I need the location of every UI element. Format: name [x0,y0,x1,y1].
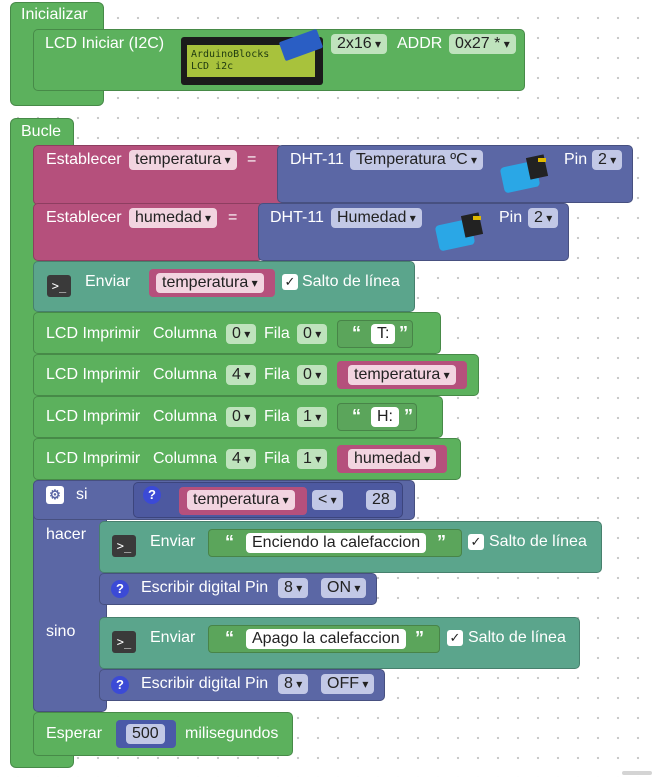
dht-hum-label: DHT-11 [270,209,324,226]
dht-sensor-image [498,154,549,194]
lcd-print-label: LCD Imprimir [46,325,141,342]
lcd-print-column-label: Columna [153,408,218,425]
dht-hum-pin-dropdown[interactable]: 2 [528,208,559,228]
dht-temp-pin-dropdown[interactable]: 2 [592,150,623,170]
lcd-image-line1: ArduinoBlocks [191,49,270,60]
if-si-label: si [76,486,88,503]
lcd-print-var-dropdown[interactable]: humedad [348,449,437,469]
digital-pin-dropdown[interactable]: 8 [278,578,309,598]
close-quote-icon: ” [437,532,446,552]
dht-sensor-image-2 [433,212,484,252]
newline-checkbox[interactable]: ✓ [282,274,298,290]
loop-header: Bucle [21,123,62,140]
digital-state-dropdown[interactable]: ON [321,578,367,598]
set-temp-label: Establecer [46,151,122,168]
open-quote-icon: “ [225,532,234,552]
dht-temp-pin-label: Pin [564,151,588,168]
serial-send-label: Enviar [85,273,131,290]
gear-icon[interactable]: ⚙ [46,486,64,504]
lcd-print-col-dropdown[interactable]: 4 [226,365,257,385]
addr-dropdown[interactable]: 0x27 * [449,34,516,54]
close-quote-icon: ” [399,323,408,343]
lcd-print-column-label: Columna [153,366,218,383]
open-quote-icon: “ [352,323,361,343]
terminal-icon: >_ [47,275,71,297]
compare-var-dropdown[interactable]: temperatura [187,490,295,510]
lcd-print-label: LCD Imprimir [46,366,141,383]
lcd-print-col-dropdown[interactable]: 0 [226,324,257,344]
dht-hum-measure-dropdown[interactable]: Humedad [331,208,422,228]
lcd-print-row-label: Fila [264,366,290,383]
serial-send-var-dropdown[interactable]: temperatura [156,273,264,293]
lcd-print-column-label: Columna [153,450,218,467]
lcd-size-dropdown[interactable]: 2x16 [331,34,388,54]
wait-value-input[interactable]: 500 [126,724,165,744]
dht-hum-pin-label: Pin [499,209,523,226]
lcd-print-text-input[interactable]: H: [371,407,399,427]
send-off-text-input[interactable]: Apago la calefaccion [246,629,406,649]
lcd-image-line2: LCD i2c [191,61,234,72]
send-off-label: Enviar [150,629,196,646]
send-on-text-input[interactable]: Enciendo la calefaccion [246,533,427,553]
lcd-print-row-dropdown[interactable]: 1 [297,407,328,427]
lcd-print-col-dropdown[interactable]: 4 [226,449,257,469]
lcd-print-row-dropdown[interactable]: 1 [297,449,328,469]
newline-checkbox[interactable]: ✓ [447,630,463,646]
digital-state-dropdown[interactable]: OFF [321,674,375,694]
else-sino-label: sino [46,623,76,640]
lcd-print-row-dropdown[interactable]: 0 [297,365,328,385]
terminal-icon: >_ [112,631,136,653]
digital-write-label: Escribir digital Pin [141,675,269,692]
newline-label: Salto de línea [489,533,587,550]
newline-label: Salto de línea [302,273,400,290]
lcd-print-row-label: Fila [264,325,290,342]
dht-temp-block[interactable] [277,145,633,203]
help-icon[interactable]: ? [143,486,161,504]
lcd-print-row-dropdown[interactable]: 0 [297,324,328,344]
help-icon[interactable]: ? [111,580,129,598]
lcd-print-text-input[interactable]: T: [371,324,396,344]
set-temp-equals: = [247,151,257,168]
help-icon[interactable]: ? [111,676,129,694]
dht-temp-measure-dropdown[interactable]: Temperatura ºC [350,150,484,170]
close-quote-icon: ” [415,628,424,648]
compare-op-dropdown[interactable]: < [312,490,343,510]
addr-label: ADDR [397,35,443,52]
lcd-print-label: LCD Imprimir [46,408,141,425]
set-hum-label: Establecer [46,209,122,226]
send-on-label: Enviar [150,533,196,550]
newline-label: Salto de línea [468,629,566,646]
digital-write-label: Escribir digital Pin [141,579,269,596]
lcd-print-column-label: Columna [153,325,218,342]
lcd-init-label: LCD Iniciar (I2C) [45,35,165,52]
lcd-print-var-dropdown[interactable]: temperatura [348,365,456,385]
wait-label: Esperar [46,725,103,742]
newline-checkbox[interactable]: ✓ [468,534,484,550]
workspace-scrollbar[interactable] [622,771,652,775]
digital-pin-dropdown[interactable]: 8 [278,674,309,694]
lcd-print-row-label: Fila [264,408,290,425]
compare-value-input[interactable]: 28 [366,490,396,510]
open-quote-icon: “ [352,406,361,426]
init-header: Inicializar [21,6,88,23]
lcd-print-label: LCD Imprimir [46,450,141,467]
lcd-module-image: ArduinoBlocks LCD i2c [181,28,324,85]
dht-temp-label: DHT-11 [290,151,344,168]
set-hum-equals: = [228,209,238,226]
set-hum-var-dropdown[interactable]: humedad [129,208,218,228]
lcd-print-col-dropdown[interactable]: 0 [226,407,257,427]
lcd-print-row-label: Fila [264,450,290,467]
set-temp-var-dropdown[interactable]: temperatura [129,150,237,170]
open-quote-icon: “ [225,628,234,648]
if-hacer-label: hacer [46,526,87,543]
close-quote-icon: ” [404,406,413,426]
terminal-icon: >_ [112,535,136,557]
wait-unit-label: milisegundos [185,725,279,742]
